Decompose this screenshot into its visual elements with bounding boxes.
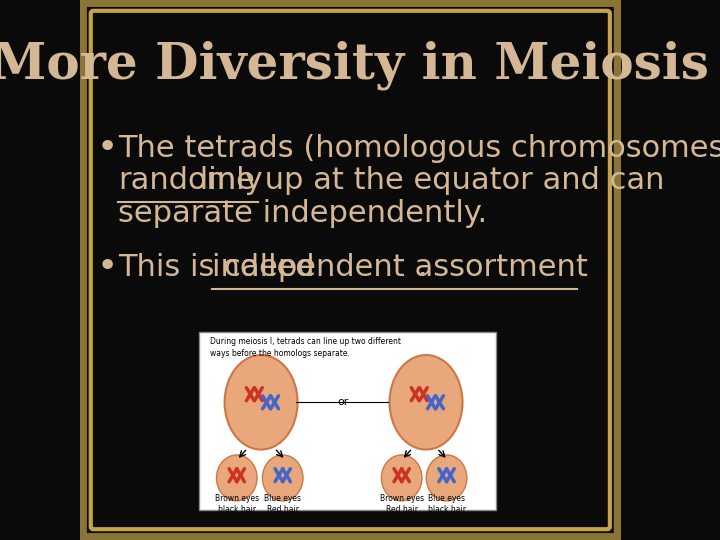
FancyBboxPatch shape — [199, 332, 496, 510]
Text: line up at the equator and can: line up at the equator and can — [189, 166, 665, 195]
Text: Brown eyes
black hair: Brown eyes black hair — [215, 494, 258, 514]
Text: .: . — [418, 253, 428, 282]
Text: More Diversity in Meiosis: More Diversity in Meiosis — [0, 40, 709, 90]
Text: independent assortment: independent assortment — [212, 253, 588, 282]
Text: •: • — [96, 251, 117, 284]
Text: or: or — [338, 397, 349, 407]
Ellipse shape — [217, 455, 257, 501]
Ellipse shape — [426, 455, 467, 501]
Text: Brown eyes
Red hair: Brown eyes Red hair — [379, 494, 424, 514]
Text: Blue eyes
Red hair: Blue eyes Red hair — [264, 494, 301, 514]
Text: Blue eyes
black hair: Blue eyes black hair — [428, 494, 466, 514]
Ellipse shape — [390, 355, 462, 449]
Text: This is called: This is called — [118, 253, 324, 282]
Text: randomly: randomly — [118, 166, 262, 195]
Ellipse shape — [382, 455, 422, 501]
Text: During meiosis I, tetrads can line up two different
ways before the homologs sep: During meiosis I, tetrads can line up tw… — [210, 338, 401, 357]
Text: The tetrads (homologous chromosomes): The tetrads (homologous chromosomes) — [118, 134, 720, 163]
Text: separate independently.: separate independently. — [118, 199, 487, 228]
Ellipse shape — [225, 355, 297, 449]
Ellipse shape — [263, 455, 303, 501]
Text: •: • — [96, 132, 117, 165]
